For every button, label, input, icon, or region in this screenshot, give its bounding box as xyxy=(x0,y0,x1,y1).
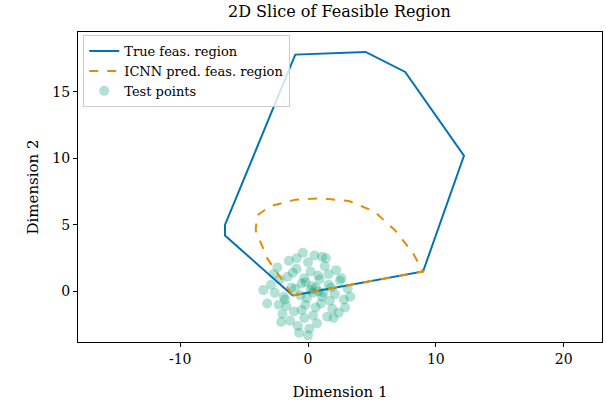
svg-text:2D Slice of Feasible Region: 2D Slice of Feasible Region xyxy=(228,2,451,21)
svg-text:0: 0 xyxy=(61,283,70,299)
svg-text:Dimension 1: Dimension 1 xyxy=(292,383,387,401)
svg-text:20: 20 xyxy=(555,351,573,367)
svg-text:ICNN pred. feas. region: ICNN pred. feas. region xyxy=(124,64,283,79)
svg-text:Dimension 2: Dimension 2 xyxy=(24,139,42,234)
svg-text:-10: -10 xyxy=(169,351,192,367)
svg-text:15: 15 xyxy=(52,84,70,100)
svg-text:10: 10 xyxy=(427,351,445,367)
svg-text:10: 10 xyxy=(52,150,70,166)
svg-text:0: 0 xyxy=(304,351,313,367)
svg-text:Test points: Test points xyxy=(124,84,196,99)
svg-text:5: 5 xyxy=(61,217,70,233)
svg-text:True feas. region: True feas. region xyxy=(124,44,237,59)
